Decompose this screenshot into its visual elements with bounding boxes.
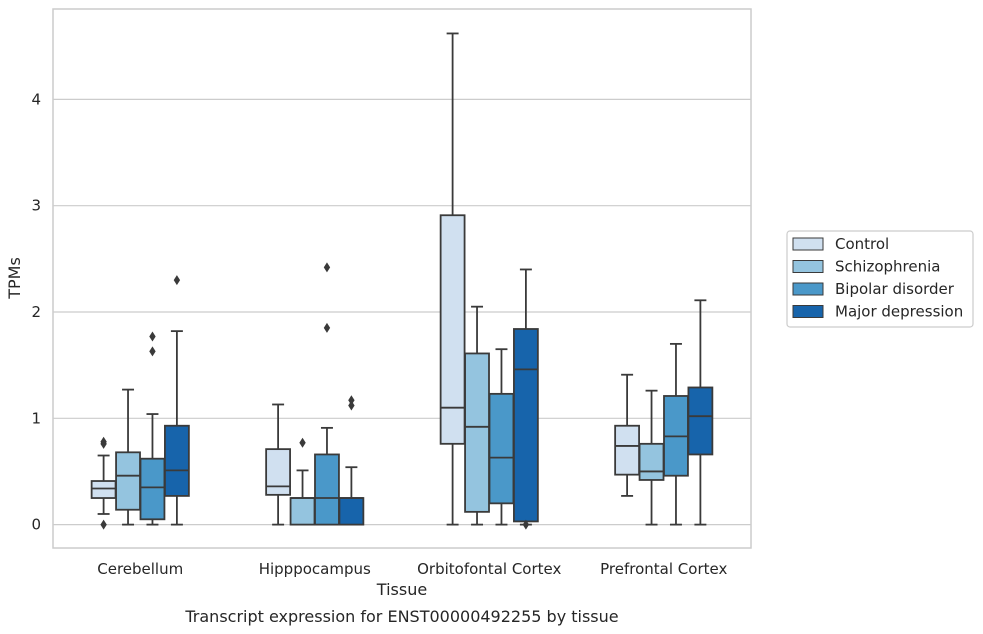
box <box>90 480 117 499</box>
y-tick-label: 1 <box>31 409 41 427</box>
y-axis-ticks: 0 1 2 3 4 <box>31 90 41 533</box>
x-tick-label: Orbitofontal Cortex <box>417 560 561 578</box>
gridlines <box>53 98 751 526</box>
outlier-point <box>149 346 156 357</box>
y-tick-label: 3 <box>31 197 41 215</box>
box-group <box>289 437 316 526</box>
y-axis-title: TPMs <box>5 257 24 300</box>
box <box>464 352 490 513</box>
legend-swatch <box>792 305 824 318</box>
x-axis-ticks: Cerebellum Hipppocampus Orbitofontal Corte… <box>97 560 727 578</box>
legend-label: Control <box>835 235 889 253</box>
box <box>513 328 539 523</box>
box <box>115 451 141 511</box>
box <box>338 497 365 526</box>
box-group <box>115 388 141 526</box>
outlier-point <box>348 400 355 411</box>
box-group <box>265 403 291 526</box>
y-tick-label: 4 <box>31 90 41 108</box>
boxes <box>90 32 714 530</box>
box-group <box>488 348 515 526</box>
outlier-point <box>100 519 107 530</box>
chart-caption: Transcript expression for ENST0000049225… <box>184 607 618 626</box>
x-tick-label: Cerebellum <box>97 560 183 578</box>
outlier-point <box>522 519 530 530</box>
box-group <box>139 331 166 526</box>
box <box>687 386 714 456</box>
box <box>265 448 291 496</box>
box-group <box>663 342 689 526</box>
legend-swatch <box>792 260 824 273</box>
box-group <box>314 262 340 526</box>
box-group <box>90 436 117 530</box>
box-group <box>338 395 365 526</box>
y-tick-label: 2 <box>31 303 41 321</box>
outlier-point <box>100 436 107 447</box>
box-group <box>638 389 665 526</box>
box <box>614 424 640 476</box>
legend-label: Bipolar disorder <box>835 280 955 298</box>
legend: Control Schizophrenia Bipolar disorder Majo… <box>786 230 974 328</box>
outlier-point <box>149 331 156 342</box>
legend-swatch <box>792 237 824 251</box>
y-tick-label: 0 <box>31 516 41 534</box>
outlier-point <box>299 437 306 448</box>
box <box>314 453 340 526</box>
plot-area <box>52 8 752 549</box>
outlier-point <box>323 262 331 273</box>
box <box>488 392 515 505</box>
outlier-point <box>323 322 331 333</box>
box-group <box>687 299 714 526</box>
x-tick-label: Prefrontal Cortex <box>600 560 727 578</box>
box <box>289 497 316 526</box>
box-group <box>439 32 466 526</box>
box <box>164 424 190 497</box>
legend-label: Schizophrenia <box>835 258 940 276</box>
box <box>638 442 665 481</box>
x-tick-label: Hipppocampus <box>259 560 371 578</box>
box <box>439 214 466 445</box>
x-axis-title: Tissue <box>376 580 427 599</box>
box-group <box>513 268 539 530</box>
legend-swatch <box>792 282 824 296</box>
box-group <box>614 373 640 497</box>
outlier-point <box>348 395 355 406</box>
box-group <box>464 305 490 526</box>
box <box>139 457 166 521</box>
box-group <box>164 275 190 526</box>
outlier-point <box>173 275 181 286</box>
legend-label: Major depression <box>835 303 963 321</box>
legend-frame <box>786 230 974 328</box>
